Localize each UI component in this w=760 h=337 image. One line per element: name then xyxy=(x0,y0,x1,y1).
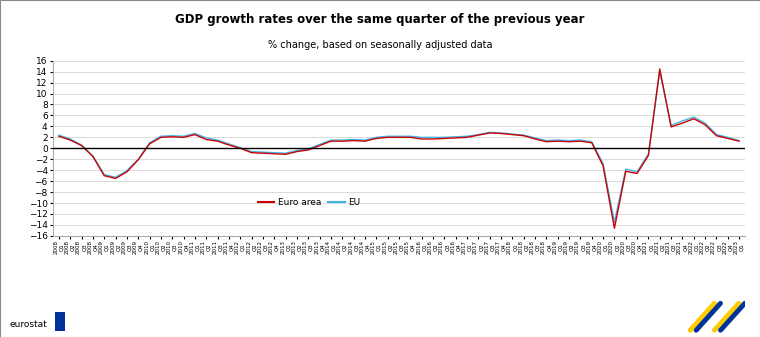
Text: % change, based on seasonally adjusted data: % change, based on seasonally adjusted d… xyxy=(268,40,492,51)
Text: eurostat: eurostat xyxy=(9,319,47,329)
Text: GDP growth rates over the same quarter of the previous year: GDP growth rates over the same quarter o… xyxy=(176,13,584,27)
Legend: Euro area, EU: Euro area, EU xyxy=(255,194,364,210)
